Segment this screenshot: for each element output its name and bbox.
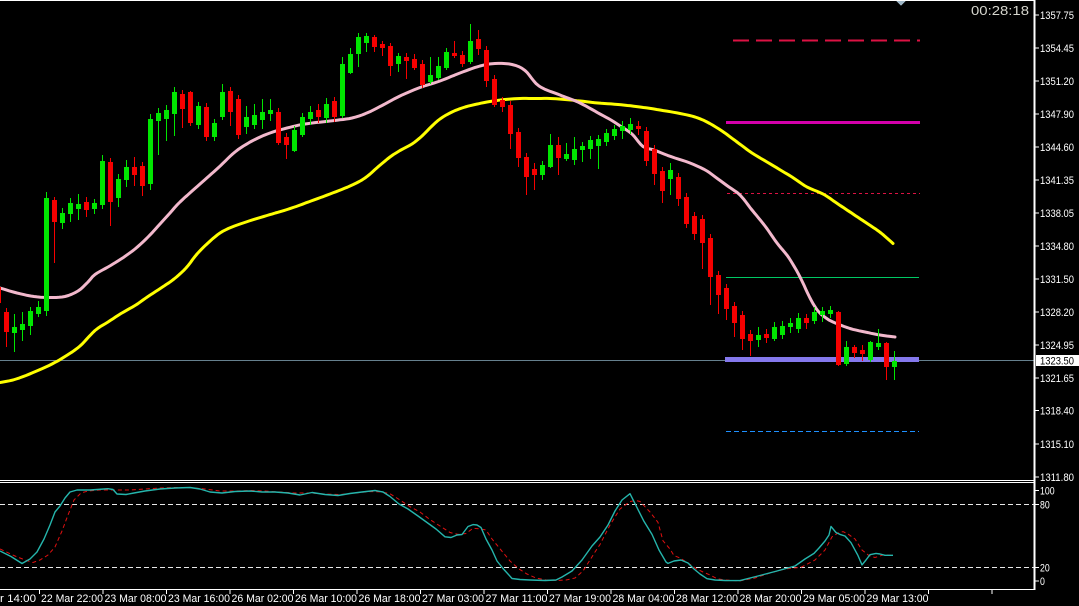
svg-text:1311.80: 1311.80 (1040, 472, 1074, 484)
svg-text:1344.60: 1344.60 (1040, 142, 1074, 154)
svg-text:26 Mar 02:00: 26 Mar 02:00 (232, 593, 294, 605)
svg-text:1331.50: 1331.50 (1040, 274, 1074, 286)
svg-text:1354.45: 1354.45 (1040, 43, 1074, 55)
svg-text:0: 0 (1040, 576, 1045, 588)
svg-text:1334.80: 1334.80 (1040, 241, 1074, 253)
svg-text:1357.75: 1357.75 (1040, 10, 1074, 22)
svg-text:29 Mar 13:00: 29 Mar 13:00 (867, 593, 929, 605)
svg-text:27 Mar 19:00: 27 Mar 19:00 (549, 593, 611, 605)
svg-text:1338.05: 1338.05 (1040, 208, 1074, 220)
svg-text:29 Mar 05:00: 29 Mar 05:00 (803, 593, 865, 605)
svg-text:r 14:00: r 14:00 (0, 593, 36, 605)
svg-text:27 Mar 03:00: 27 Mar 03:00 (422, 593, 484, 605)
svg-text:28 Mar 20:00: 28 Mar 20:00 (740, 593, 802, 605)
svg-text:23 Mar 08:00: 23 Mar 08:00 (105, 593, 167, 605)
svg-text:1321.65: 1321.65 (1040, 373, 1074, 385)
svg-text:1347.90: 1347.90 (1040, 109, 1074, 121)
svg-text:28 Mar 12:00: 28 Mar 12:00 (676, 593, 738, 605)
svg-text:1324.95: 1324.95 (1040, 340, 1074, 352)
svg-text:1318.40: 1318.40 (1040, 406, 1074, 418)
svg-text:26 Mar 18:00: 26 Mar 18:00 (359, 593, 421, 605)
svg-text:27 Mar 11:00: 27 Mar 11:00 (486, 593, 548, 605)
svg-text:20: 20 (1040, 563, 1050, 575)
svg-text:28 Mar 04:00: 28 Mar 04:00 (613, 593, 675, 605)
svg-text:23 Mar 16:00: 23 Mar 16:00 (168, 593, 230, 605)
svg-text:1328.20: 1328.20 (1040, 307, 1074, 319)
svg-text:26 Mar 10:00: 26 Mar 10:00 (295, 593, 357, 605)
svg-text:22 Mar 22:00: 22 Mar 22:00 (41, 593, 103, 605)
svg-text:1323.50: 1323.50 (1040, 356, 1074, 368)
svg-text:80: 80 (1040, 500, 1050, 512)
svg-text:00:28:18: 00:28:18 (971, 3, 1029, 18)
svg-text:100: 100 (1040, 486, 1055, 498)
svg-text:1315.10: 1315.10 (1040, 439, 1074, 451)
svg-text:1341.35: 1341.35 (1040, 175, 1074, 187)
svg-text:1351.20: 1351.20 (1040, 76, 1074, 88)
